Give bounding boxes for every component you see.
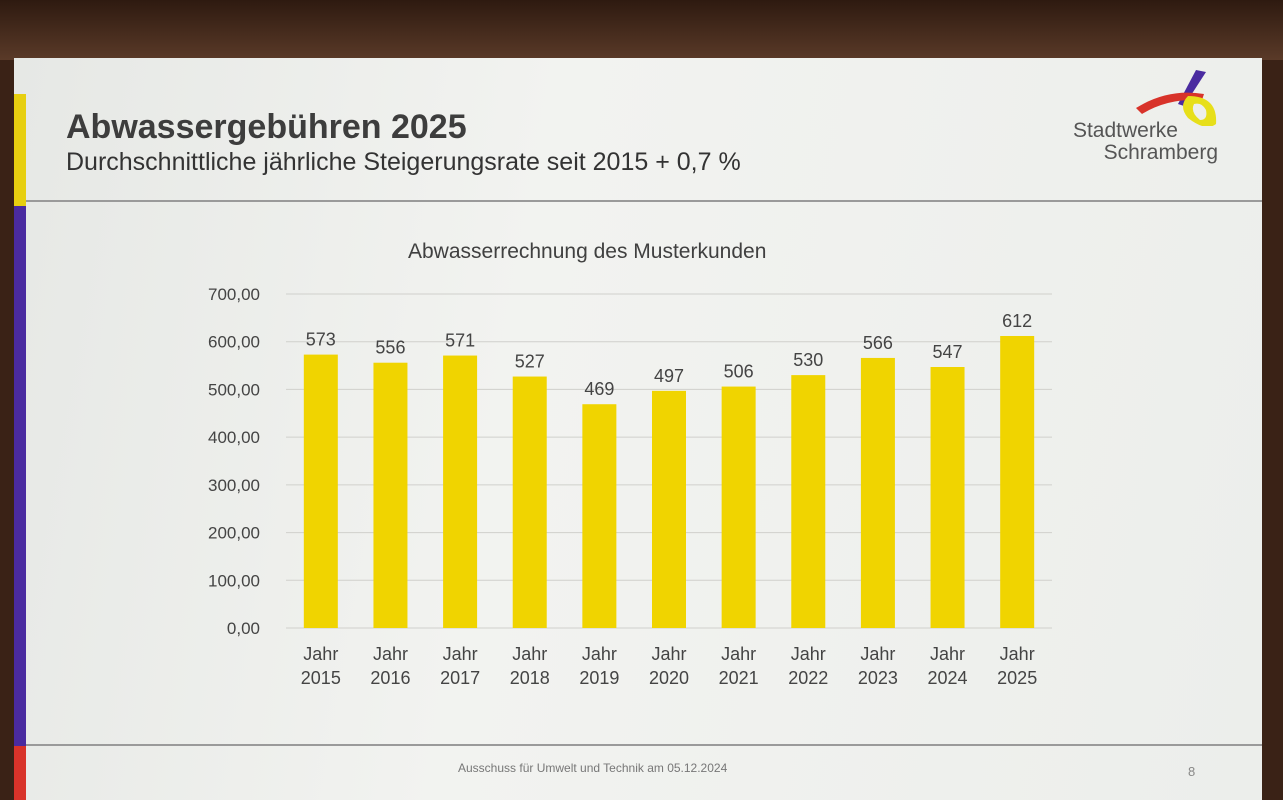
bar-chart: 0,00 100,00 200,00 300,00 400,00 500,00 600,00… — [208, 285, 1052, 688]
accent-stripe-red — [14, 746, 26, 800]
data-label: 530 — [793, 350, 823, 370]
bar — [303, 354, 338, 628]
data-label: 556 — [375, 338, 405, 358]
slide-title: Abwassergebühren 2025 — [66, 108, 467, 146]
data-label: 573 — [306, 330, 336, 350]
data-label: 612 — [1002, 311, 1032, 331]
x-tick-label: Jahr — [582, 644, 617, 664]
bar — [512, 376, 547, 628]
x-tick-label: 2021 — [719, 668, 759, 688]
x-tick-label: 2024 — [928, 668, 968, 688]
data-label: 527 — [515, 352, 545, 372]
y-tick-label: 500,00 — [208, 380, 260, 399]
slide-subtitle: Durchschnittliche jährliche Steigerungsr… — [66, 148, 741, 176]
bar — [930, 367, 965, 628]
x-tick-label: 2023 — [858, 668, 898, 688]
x-tick-label: Jahr — [860, 644, 895, 664]
y-tick-label: 300,00 — [208, 476, 260, 495]
x-tick-label: 2015 — [301, 668, 341, 688]
data-label: 469 — [584, 379, 614, 399]
accent-stripe-yellow — [14, 94, 26, 206]
projector-frame — [0, 0, 1283, 60]
bar — [1000, 335, 1035, 628]
footer-text: Ausschuss für Umwelt und Technik am 05.1… — [458, 761, 728, 775]
slide: Abwassergebühren 2025 Durchschnittliche … — [14, 58, 1262, 800]
y-tick-label: 600,00 — [208, 333, 260, 352]
x-tick-label: 2022 — [788, 668, 828, 688]
bar — [373, 362, 408, 628]
y-tick-label: 400,00 — [208, 428, 260, 447]
bar — [582, 404, 617, 628]
bar — [652, 390, 686, 628]
y-tick-label: 0,00 — [227, 619, 260, 638]
x-tick-label: Jahr — [791, 644, 826, 664]
footer-divider — [26, 744, 1262, 746]
bar — [721, 386, 756, 628]
bar — [791, 375, 826, 628]
x-tick-label: Jahr — [1000, 644, 1035, 664]
header-divider — [26, 200, 1262, 202]
data-label: 566 — [863, 333, 893, 353]
y-tick-label: 100,00 — [208, 571, 260, 590]
y-tick-label: 200,00 — [208, 524, 260, 543]
logo-text-line1: Stadtwerke — [1072, 119, 1178, 142]
data-label: 547 — [933, 342, 963, 362]
data-label: 571 — [445, 331, 475, 351]
stadtwerke-logo: Stadtwerke Schramberg — [1038, 66, 1218, 166]
data-label: 506 — [724, 362, 754, 382]
accent-stripe-purple — [14, 206, 26, 746]
logo-mark-icon — [1136, 70, 1217, 126]
y-tick-label: 700,00 — [208, 285, 260, 304]
x-tick-label: 2019 — [579, 668, 619, 688]
x-tick-label: Jahr — [443, 644, 478, 664]
x-tick-label: Jahr — [512, 644, 547, 664]
bar — [443, 355, 478, 628]
bar — [860, 357, 895, 628]
x-tick-label: Jahr — [651, 644, 686, 664]
x-tick-label: Jahr — [721, 644, 756, 664]
x-tick-label: 2025 — [997, 668, 1037, 688]
chart-title: Abwasserrechnung des Musterkunden — [408, 240, 767, 263]
logo-text-line2: Schramberg — [1103, 141, 1218, 164]
x-tick-label: Jahr — [303, 644, 338, 664]
x-tick-label: 2016 — [370, 668, 410, 688]
page-number: 8 — [1188, 764, 1196, 779]
x-tick-label: Jahr — [373, 644, 408, 664]
x-tick-label: 2020 — [649, 668, 689, 688]
data-label: 497 — [654, 366, 684, 386]
x-tick-label: 2018 — [510, 668, 550, 688]
x-tick-label: 2017 — [440, 668, 480, 688]
x-tick-label: Jahr — [930, 644, 965, 664]
